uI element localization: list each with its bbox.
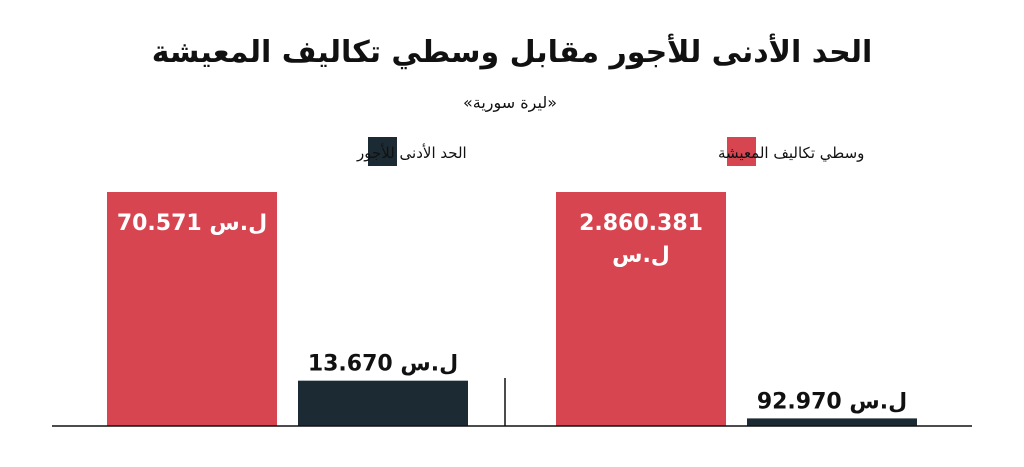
data-label-1-1: 70.571 ل.س <box>117 211 267 236</box>
legend-label-minimum-wage: الحد الأدنى للأجور <box>356 143 467 162</box>
bar-cost-of-living-1 <box>107 192 277 426</box>
data-labels: 70.571 ل.س 13.670 ل.س 2.860.381 ل.س 92.970 ل… <box>117 211 907 414</box>
bar-cost-of-living-2 <box>556 192 726 426</box>
bars <box>107 192 917 426</box>
bar-minimum-wage-2 <box>747 418 917 426</box>
chart-subtitle: «ليرة سورية» <box>463 93 557 113</box>
bar-minimum-wage-1 <box>298 380 468 426</box>
legend-label-cost-of-living: وسطي تكاليف المعيشة <box>718 144 864 163</box>
chart-title: الحد الأدنى للأجور مقابل وسطي تكاليف الم… <box>152 33 873 70</box>
legend: وسطي تكاليف المعيشة الحد الأدنى للأجور <box>356 137 864 166</box>
legend-swatch-cost-of-living <box>727 137 756 166</box>
legend-swatch-minimum-wage <box>368 137 397 166</box>
data-label-2-1: 2.860.381 <box>579 211 703 236</box>
data-label-2-2: 92.970 ل.س <box>757 389 907 414</box>
data-label-unit-2-1: ل.س <box>612 243 670 268</box>
data-label-1-2: 13.670 ل.س <box>308 352 458 377</box>
